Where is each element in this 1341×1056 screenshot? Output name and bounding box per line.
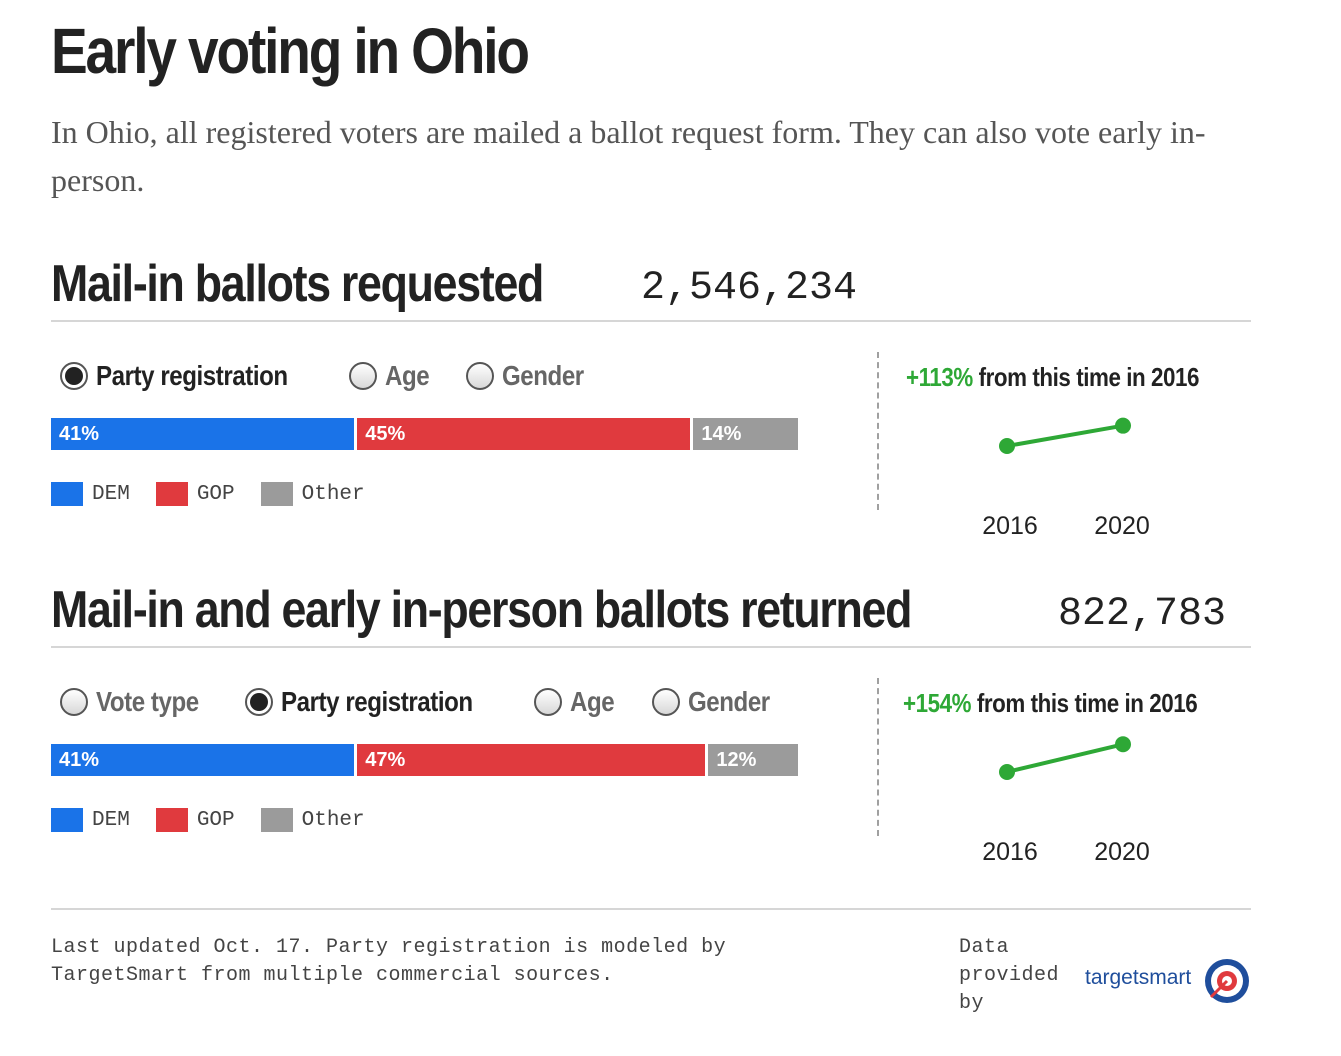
radio-circle-icon	[534, 688, 563, 716]
legend-swatch	[51, 482, 83, 506]
radio-gender[interactable]: Gender	[651, 686, 783, 718]
panel-divider	[877, 352, 879, 510]
radio-label: Age	[570, 686, 615, 717]
legend-item-gop: GOP	[155, 482, 235, 506]
radio-label: Party registration	[96, 360, 288, 391]
point-2020	[1115, 417, 1131, 434]
bar-segment-other: 12%	[708, 744, 798, 776]
legend-swatch	[155, 482, 188, 506]
legend-label: Other	[301, 808, 365, 832]
radio-circle-icon	[60, 362, 88, 390]
legend-swatch	[155, 808, 188, 832]
brand-name[interactable]: targetsmart	[1085, 966, 1192, 989]
radio-age[interactable]: Age	[534, 686, 621, 718]
bar-segment-gop: 45%	[357, 418, 691, 450]
growth-text-returned: +154% from this time in 2016	[903, 688, 1198, 719]
growth-caption: from this time in 2016	[971, 688, 1198, 718]
returned-count: 822,783	[1058, 592, 1227, 637]
requested-count: 2,546,234	[641, 266, 858, 311]
radio-circle-icon	[651, 688, 680, 716]
targetsmart-logo-icon[interactable]	[1203, 957, 1251, 1005]
radio-label: Vote type	[96, 686, 199, 717]
party-bar-requested: 41% 45% 14%	[51, 418, 798, 450]
point-2016	[999, 438, 1015, 454]
breakdown-selector-returned: Vote type Party registration Age Gender	[60, 686, 783, 718]
legend-label: GOP	[196, 808, 235, 832]
legend-swatch	[260, 808, 293, 832]
radio-age[interactable]: Age	[348, 360, 436, 392]
panel-divider	[877, 678, 879, 836]
radio-label: Gender	[687, 686, 770, 717]
party-bar-returned: 41% 47% 12%	[51, 744, 798, 776]
bar-segment-dem: 41%	[51, 744, 355, 776]
footer-note: Last updated Oct. 17. Party registration…	[51, 936, 727, 987]
legend-item-gop: GOP	[155, 808, 235, 832]
growth-chart-requested: 2016 2020	[982, 417, 1150, 540]
radio-party-registration[interactable]: Party registration	[245, 686, 504, 718]
growth-text-requested: +113% from this time in 2016	[906, 362, 1200, 393]
legend-swatch	[260, 482, 293, 506]
section-divider	[51, 646, 1251, 648]
radio-circle-icon	[60, 688, 88, 716]
section-title-returned: Mail-in and early in-person ballots retu…	[51, 581, 912, 639]
point-2016	[999, 764, 1015, 780]
legend-requested: DEM GOP Other	[51, 482, 365, 506]
legend-item-other: Other	[260, 808, 365, 832]
x-tick-2016: 2016	[982, 512, 1038, 540]
point-2020	[1115, 736, 1131, 753]
page-subtitle: In Ohio, all registered voters are maile…	[51, 114, 1206, 198]
page-title: Early voting in Ohio	[51, 15, 530, 87]
growth-chart-returned: 2016 2020	[982, 736, 1150, 866]
legend-label: DEM	[92, 482, 130, 506]
legend-swatch	[51, 808, 83, 832]
growth-percent: +113%	[906, 362, 973, 392]
data-provided-by: Data provided by	[959, 936, 1060, 1015]
x-tick-2020: 2020	[1094, 512, 1150, 540]
growth-caption: from this time in 2016	[972, 362, 1200, 392]
radio-label: Gender	[502, 360, 584, 391]
bar-segment-gop: 47%	[357, 744, 706, 776]
legend-returned: DEM GOP Other	[51, 808, 365, 832]
legend-item-dem: DEM	[51, 808, 130, 832]
radio-circle-icon	[348, 362, 377, 390]
legend-label: Other	[301, 482, 365, 506]
x-tick-2016: 2016	[982, 838, 1038, 866]
footer-divider	[51, 908, 1251, 910]
growth-line	[1006, 423, 1124, 448]
x-tick-2020: 2020	[1094, 838, 1150, 866]
growth-line	[1006, 742, 1124, 774]
radio-gender[interactable]: Gender	[466, 360, 597, 392]
legend-item-dem: DEM	[51, 482, 130, 506]
section-title-requested: Mail-in ballots requested	[51, 255, 544, 313]
legend-item-other: Other	[260, 482, 365, 506]
radio-circle-icon	[466, 362, 495, 390]
growth-percent: +154%	[903, 688, 972, 718]
legend-label: DEM	[92, 808, 130, 832]
radio-vote-type[interactable]: Vote type	[60, 686, 215, 718]
radio-label: Party registration	[281, 686, 474, 717]
radio-party-registration[interactable]: Party registration	[60, 360, 319, 392]
bar-segment-other: 14%	[693, 418, 798, 450]
breakdown-selector-requested: Party registration Age Gender	[60, 360, 597, 392]
section-divider	[51, 320, 1251, 322]
legend-label: GOP	[196, 482, 235, 506]
radio-label: Age	[384, 360, 430, 391]
radio-circle-icon	[245, 688, 274, 716]
bar-segment-dem: 41%	[51, 418, 355, 450]
